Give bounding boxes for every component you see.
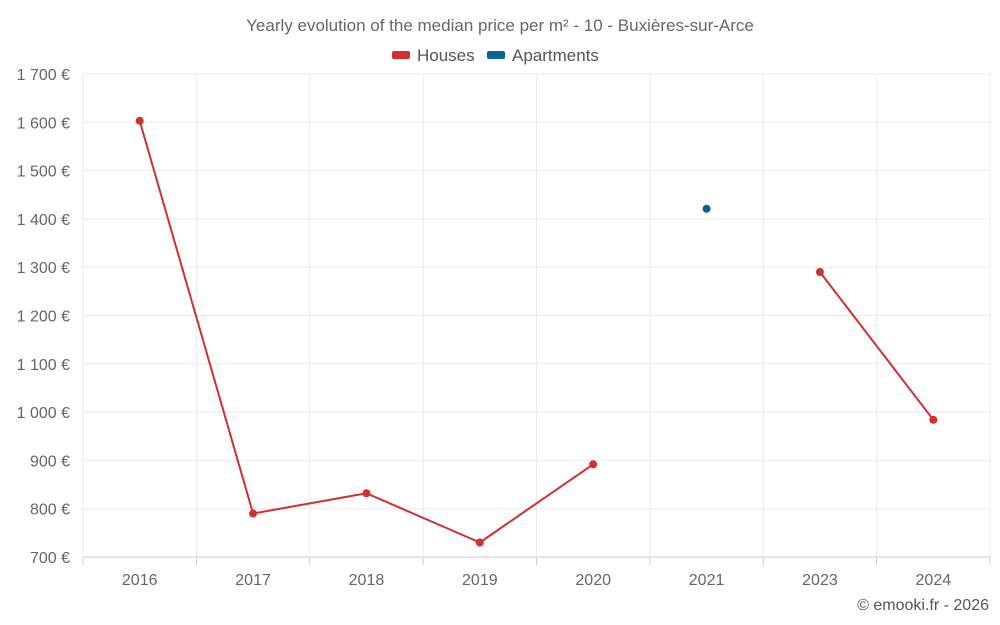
data-point-apartments[interactable]	[702, 204, 711, 213]
data-point-houses[interactable]	[929, 415, 938, 424]
y-tick-label: 800 €	[30, 502, 70, 519]
grid	[82, 73, 991, 565]
y-tick-label: 1 400 €	[17, 212, 70, 229]
x-tick-label: 2024	[916, 572, 952, 589]
series-line-houses	[819, 271, 935, 421]
y-tick-label: 1 100 €	[17, 357, 70, 374]
y-tick-label: 1 700 €	[17, 67, 70, 84]
legend-label-houses[interactable]: Houses	[417, 46, 475, 65]
data-point-houses[interactable]	[815, 268, 824, 277]
chart-title: Yearly evolution of the median price per…	[246, 16, 754, 35]
credit: © emooki.fr - 2026	[857, 597, 989, 614]
data-point-houses[interactable]	[362, 489, 371, 498]
x-tick-label: 2021	[689, 572, 725, 589]
data-point-houses[interactable]	[589, 460, 598, 469]
legend-swatch-houses	[392, 51, 410, 59]
legend-label-apartments[interactable]: Apartments	[512, 46, 599, 65]
y-tick-label: 1 600 €	[17, 115, 70, 132]
y-tick-label: 1 000 €	[17, 405, 70, 422]
data-point-houses[interactable]	[475, 538, 484, 547]
series-layer	[135, 116, 938, 547]
x-axis-labels: 2016 2017 2018 2019 2020 2021 2023 2024	[122, 572, 951, 589]
y-tick-label: 900 €	[30, 453, 70, 470]
x-tick-label: 2016	[122, 572, 158, 589]
legend-swatch-apartments	[487, 51, 505, 59]
x-tick-label: 2018	[349, 572, 385, 589]
x-tick-label: 2019	[462, 572, 498, 589]
y-tick-label: 1 500 €	[17, 164, 70, 181]
y-tick-label: 1 300 €	[17, 260, 70, 277]
y-axis-labels: 700 € 800 € 900 € 1 000 € 1 100 € 1 200 € 1 30…	[17, 67, 70, 567]
x-tick-label: 2020	[575, 572, 611, 589]
y-tick-label: 700 €	[30, 550, 70, 567]
series-line-houses	[138, 120, 594, 544]
y-tick-label: 1 200 €	[17, 309, 70, 326]
x-tick-label: 2023	[802, 572, 838, 589]
data-point-houses[interactable]	[135, 116, 144, 125]
legend[interactable]: Houses Apartments	[392, 46, 599, 65]
data-point-houses[interactable]	[249, 509, 258, 518]
x-tick-label: 2017	[235, 572, 271, 589]
